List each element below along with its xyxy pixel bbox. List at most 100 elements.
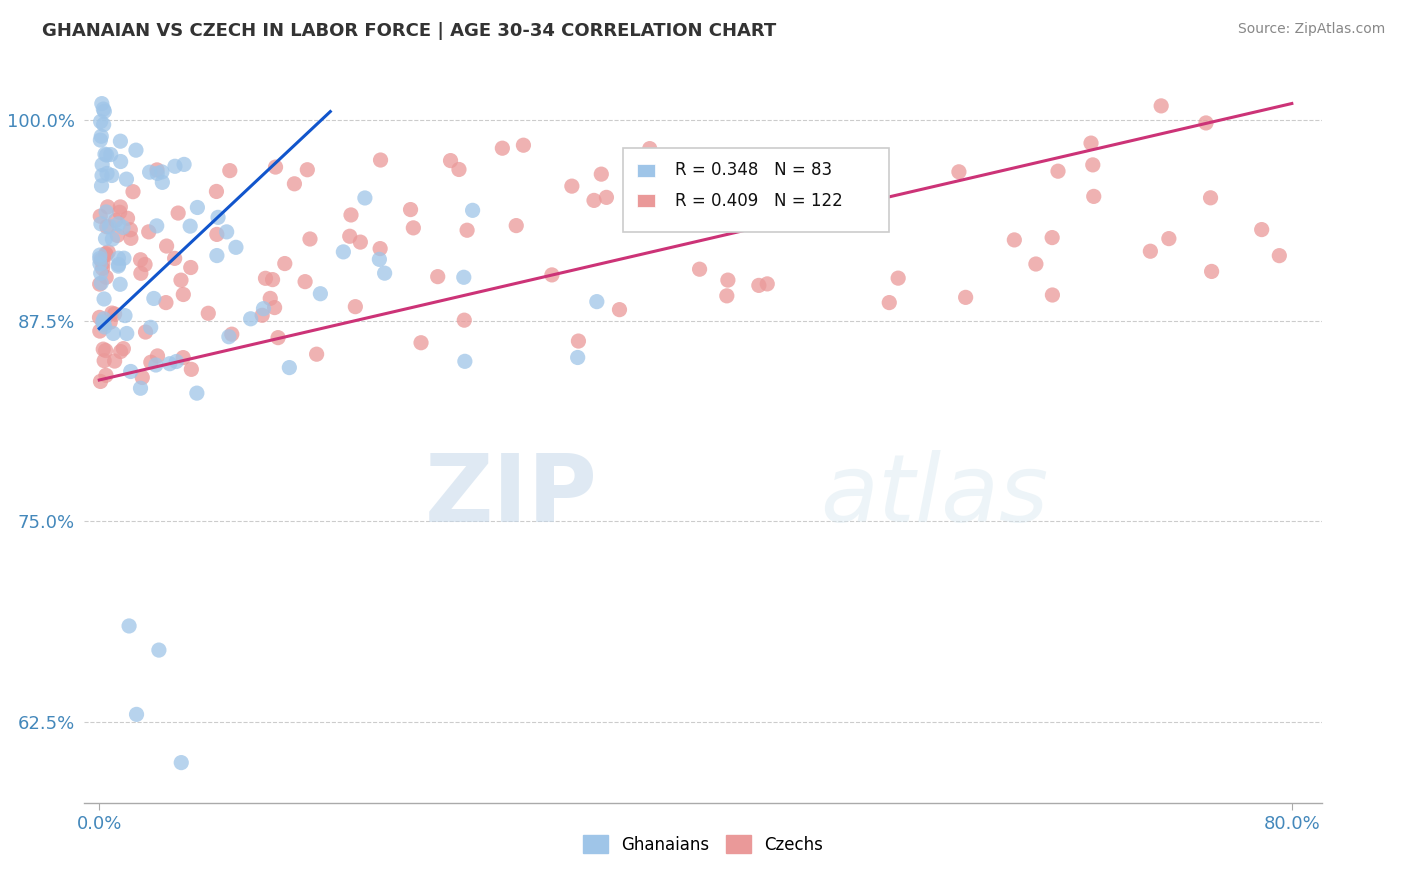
Point [297, 162, 319, 177]
Point [215, 225, 238, 239]
Point [262, 272, 284, 286]
Point [948, 165, 970, 179]
Point [107, 259, 129, 273]
Point [93, 118, 115, 132]
Point [1139, 244, 1161, 259]
Point [90, 129, 112, 144]
Point [104, 354, 127, 368]
Point [101, 306, 124, 320]
Point [98, 315, 121, 329]
Point [447, 162, 470, 177]
Point [1002, 233, 1025, 247]
Point [120, 364, 142, 378]
Point [370, 153, 392, 167]
Text: R = 0.348   N = 83: R = 0.348 N = 83 [675, 161, 832, 179]
Point [98, 219, 121, 234]
Point [186, 201, 208, 215]
Point [349, 235, 371, 249]
Point [93, 312, 115, 326]
Point [173, 157, 195, 171]
Point [685, 174, 707, 188]
Point [90, 276, 112, 290]
Point [339, 229, 361, 244]
Point [93, 319, 115, 334]
Point [454, 354, 477, 368]
Point [218, 330, 240, 344]
Point [205, 227, 228, 242]
Legend: Ghanaians, Czechs: Ghanaians, Czechs [576, 829, 830, 860]
Point [89, 277, 111, 292]
Point [332, 244, 354, 259]
Point [1042, 288, 1064, 302]
Point [165, 354, 187, 368]
Point [89, 375, 111, 389]
Point [90, 114, 112, 128]
Point [89, 209, 111, 223]
Point [170, 273, 193, 287]
Text: atlas: atlas [821, 450, 1049, 541]
Point [110, 134, 132, 148]
Point [108, 205, 131, 219]
Point [96, 219, 118, 234]
Point [294, 275, 316, 289]
Point [225, 240, 247, 254]
Point [1199, 191, 1222, 205]
Point [91, 315, 114, 329]
Point [90, 266, 112, 280]
Point [117, 211, 139, 226]
Point [541, 268, 564, 282]
Point [402, 220, 425, 235]
Point [159, 357, 181, 371]
Point [91, 256, 114, 270]
Point [186, 386, 208, 401]
Point [89, 133, 111, 147]
Point [374, 266, 396, 280]
Point [368, 242, 391, 256]
Point [239, 311, 262, 326]
Point [305, 347, 328, 361]
Point [148, 643, 170, 657]
Point [453, 270, 475, 285]
Point [561, 179, 583, 194]
Point [120, 231, 142, 245]
Point [115, 326, 138, 341]
Text: ZIP: ZIP [425, 450, 598, 541]
Point [368, 252, 391, 267]
Point [114, 309, 136, 323]
Point [107, 251, 129, 265]
Point [595, 190, 617, 204]
Point [638, 142, 661, 156]
Point [274, 256, 297, 270]
Point [439, 153, 461, 168]
Point [716, 289, 738, 303]
Point [456, 223, 478, 237]
Point [93, 292, 115, 306]
Point [129, 252, 152, 267]
Point [91, 261, 114, 276]
Point [512, 138, 534, 153]
Point [1195, 116, 1218, 130]
Point [94, 368, 117, 383]
Point [340, 208, 363, 222]
Point [131, 370, 153, 384]
Point [1150, 99, 1173, 113]
Point [172, 287, 194, 301]
Point [180, 362, 202, 376]
Text: GHANAIAN VS CZECH IN LABOR FORCE | AGE 30-34 CORRELATION CHART: GHANAIAN VS CZECH IN LABOR FORCE | AGE 3… [42, 22, 776, 40]
Point [652, 153, 675, 168]
Point [107, 217, 129, 231]
Point [91, 169, 114, 183]
Point [150, 175, 173, 189]
Point [877, 295, 900, 310]
Point [96, 270, 118, 285]
Point [298, 232, 321, 246]
Point [609, 302, 631, 317]
Point [748, 278, 770, 293]
Point [89, 324, 111, 338]
Point [100, 147, 122, 161]
Point [1047, 164, 1070, 178]
Point [89, 257, 111, 271]
Point [112, 342, 135, 356]
Point [263, 301, 285, 315]
Point [103, 326, 125, 341]
